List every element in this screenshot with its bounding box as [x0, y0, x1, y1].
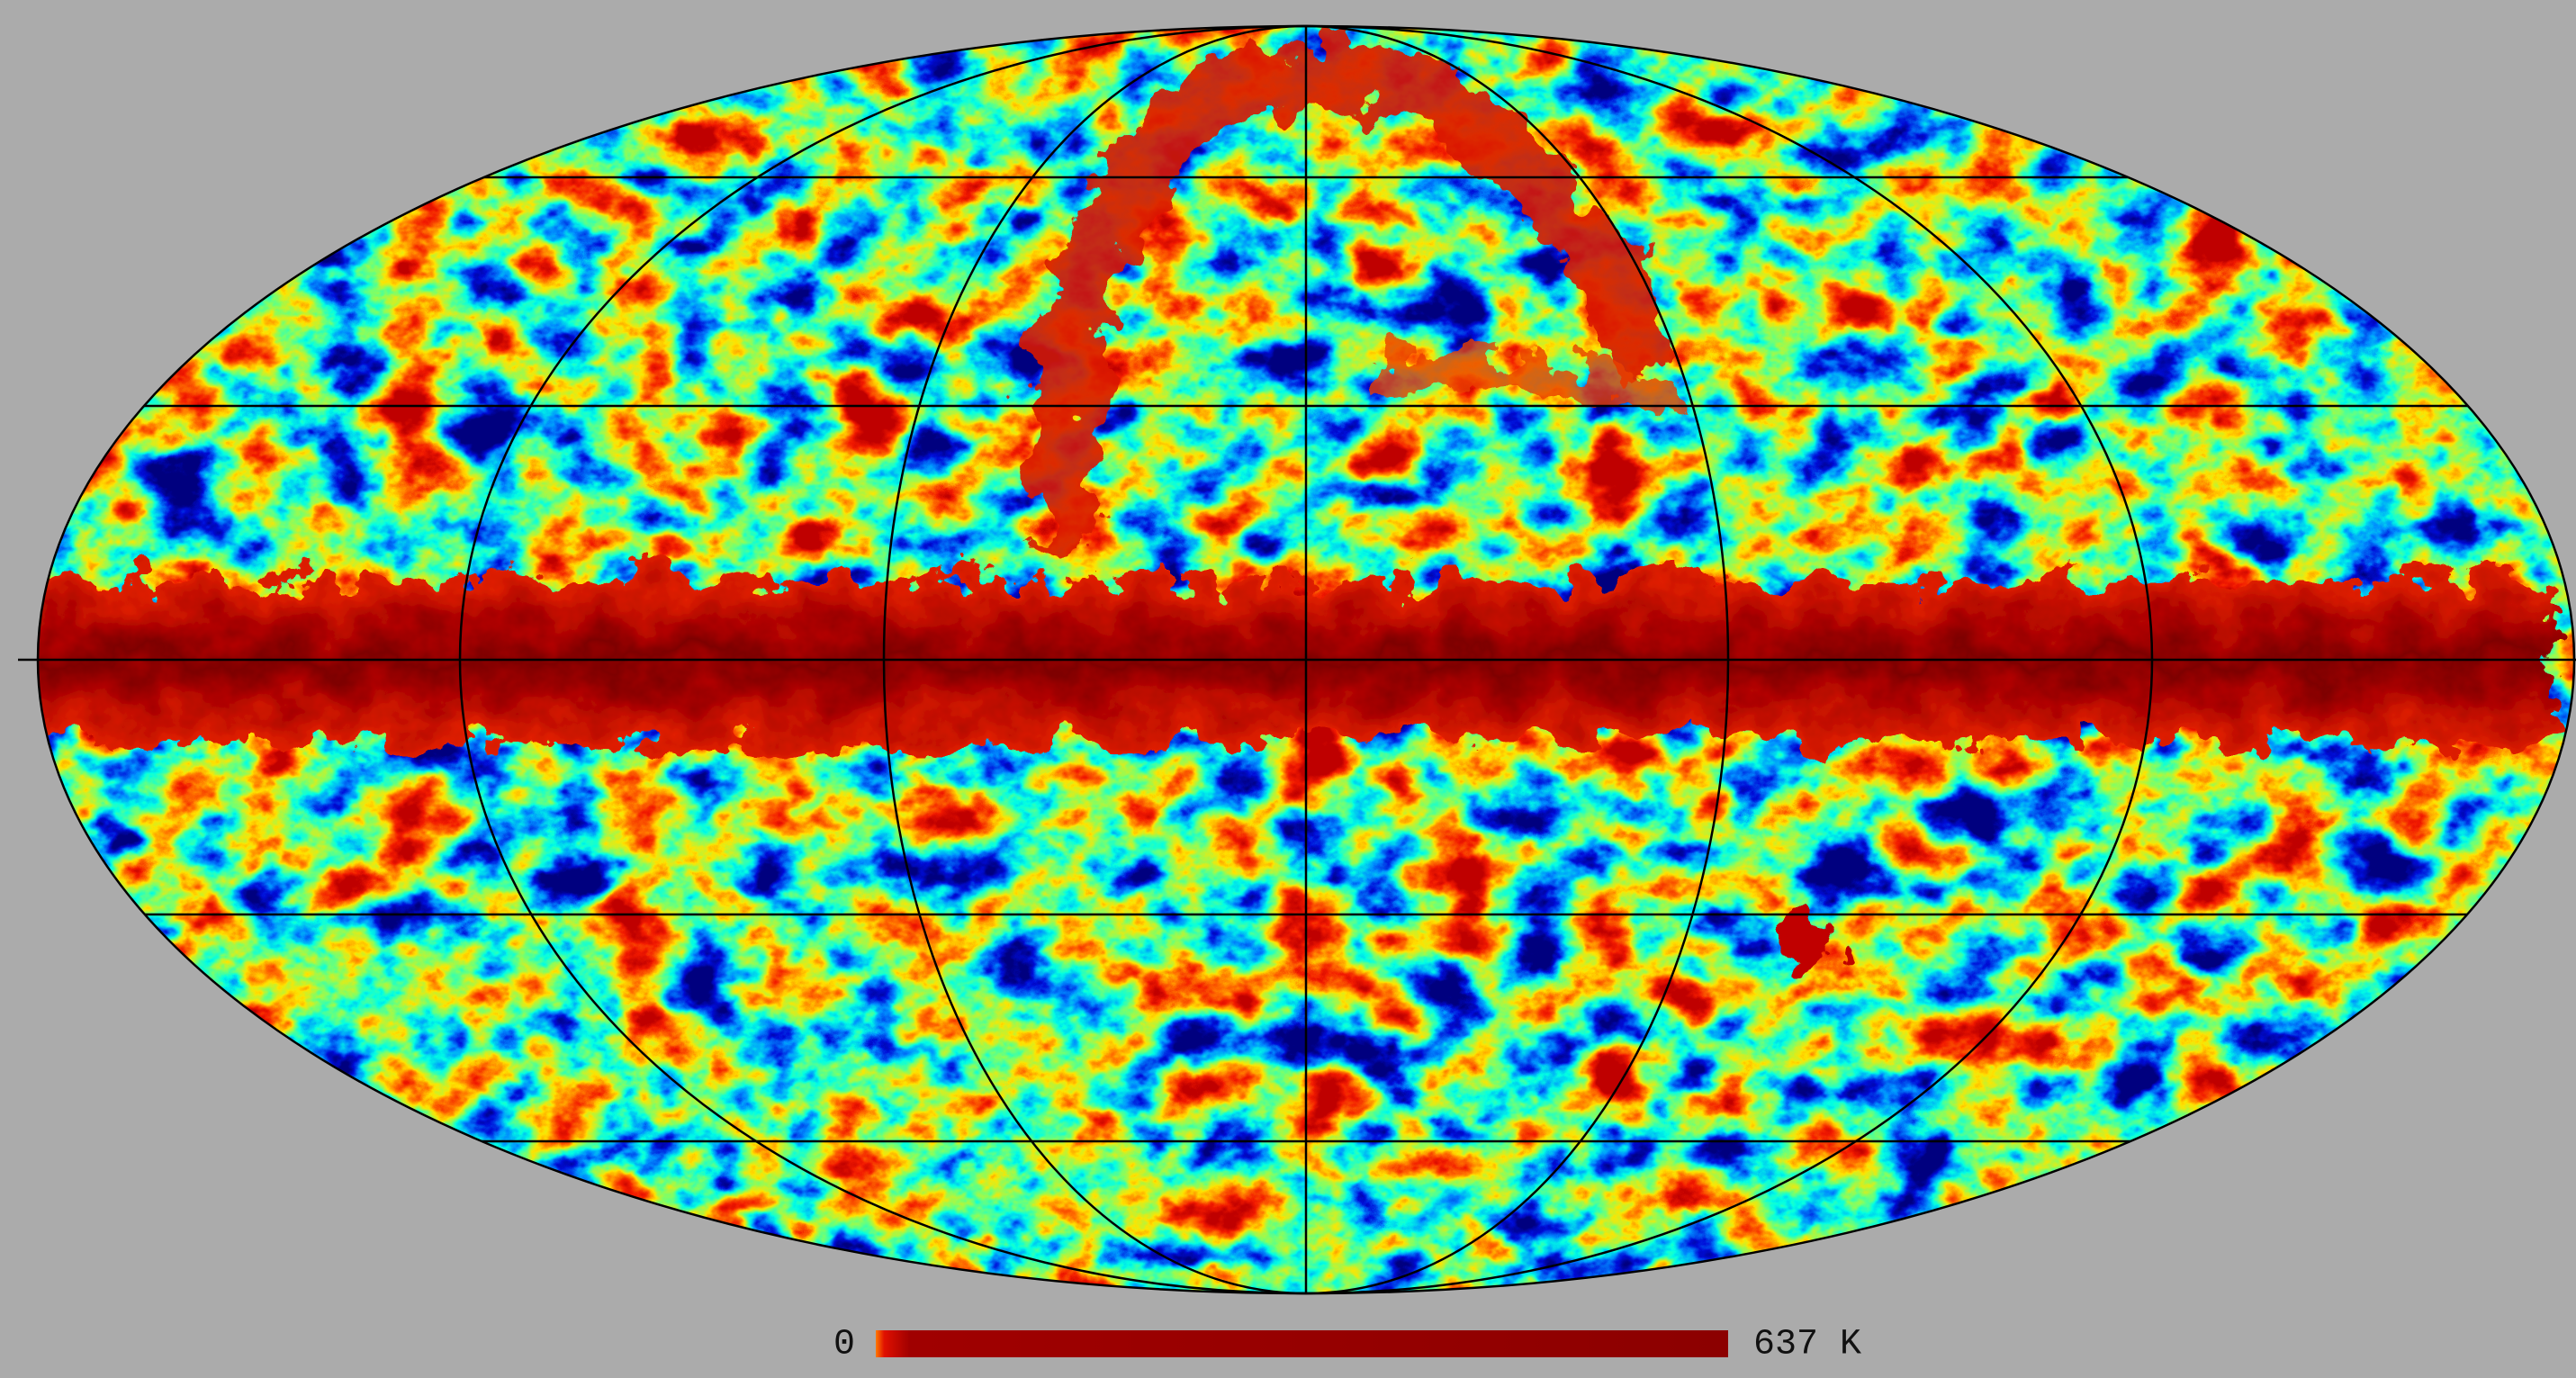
colorbar	[876, 1330, 1728, 1357]
colorbar-max-label: 637 K	[1753, 1325, 1861, 1365]
colorbar-min-label: 0	[833, 1325, 855, 1365]
sky-map: 0 637 K	[0, 0, 2576, 1378]
